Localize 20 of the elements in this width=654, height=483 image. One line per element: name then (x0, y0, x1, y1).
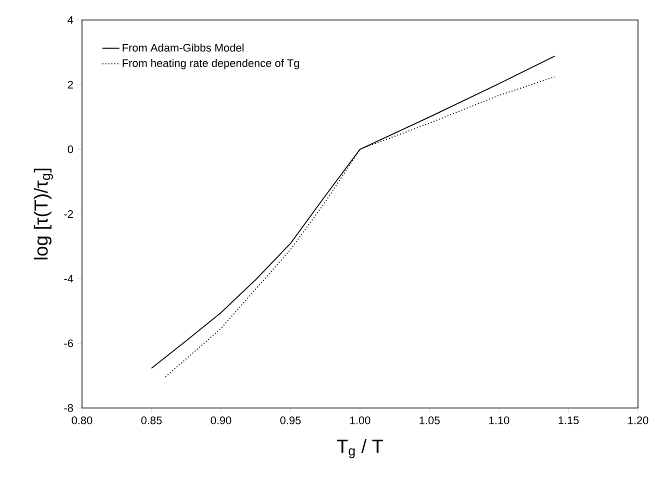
x-axis-title: T$_{g}$ / T (337, 439, 383, 458)
x-tick-label: 1.10 (489, 416, 510, 424)
y-tick-label: -4 (64, 274, 74, 282)
x-tick-label: 1.05 (420, 416, 440, 424)
x-tick-label: 0.80 (72, 416, 92, 424)
y-tick-label: 2 (68, 80, 73, 88)
x-tick-label: 1.20 (628, 416, 648, 424)
y-tick-label: -6 (64, 339, 73, 348)
legend-label: From heating rate dependence of Tg (122, 58, 300, 70)
y-tick-label: -2 (64, 210, 73, 218)
y-tick-label: 0 (68, 145, 74, 154)
x-tick-label: 0.90 (210, 416, 232, 424)
x-tick-label: 1.15 (558, 416, 579, 424)
y-tick-label: 4 (68, 16, 74, 24)
x-tick-label: 0.85 (141, 416, 162, 424)
y-axis-title: log [τ(T)/τ$_{g}$] (34, 168, 53, 260)
y-tick-label: -8 (64, 404, 73, 412)
x-tick-label: 0.95 (280, 416, 301, 424)
x-tick-label: 1.00 (350, 416, 370, 424)
legend-label: From Adam-Gibbs Model (122, 44, 244, 52)
